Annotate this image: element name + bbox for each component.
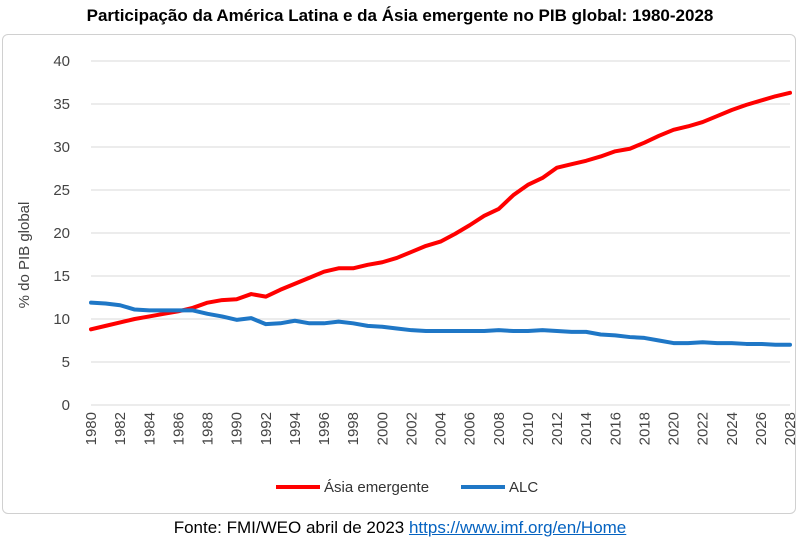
x-tick-label: 1980 [83, 412, 100, 445]
y-tick-label: 15 [53, 268, 70, 285]
legend: Ásia emergente ALC [276, 479, 538, 496]
chart-title: Participação da América Latina e da Ásia… [86, 6, 714, 25]
y-tick-label: 25 [53, 182, 70, 199]
source-note: Fonte: FMI/WEO abril de 2023 https://www… [0, 518, 800, 538]
x-tick-label: 2004 [433, 412, 450, 445]
x-tick-label: 2006 [462, 412, 479, 445]
x-tick-label: 2018 [636, 412, 653, 445]
y-tick-label: 35 [53, 96, 70, 113]
y-tick-label: 30 [53, 139, 70, 156]
series-line-0 [89, 90, 792, 332]
x-tick-label: 2020 [666, 412, 683, 445]
y-tick-label: 20 [53, 225, 70, 242]
x-tick-label: 2012 [549, 412, 566, 445]
y-tick-label: 5 [62, 354, 70, 371]
gridlines [91, 60, 790, 406]
x-tick-label: 2008 [491, 412, 508, 445]
legend-label: ALC [509, 479, 538, 496]
x-tick-label: 2022 [695, 412, 712, 445]
x-axis-ticks: 1980 1982 1984 1986 1988 1990 1992 1994 1996 1998… [83, 412, 799, 445]
y-axis-ticks: 0 5 10 15 20 25 30 35 40 [53, 53, 70, 414]
x-tick-label: 2014 [578, 412, 595, 445]
x-tick-label: 1994 [287, 412, 304, 445]
x-tick-label: 2000 [374, 412, 391, 445]
x-tick-label: 2028 [782, 412, 799, 445]
x-tick-label: 2010 [520, 412, 537, 445]
x-tick-label: 1986 [170, 412, 187, 445]
x-tick-label: 1998 [345, 412, 362, 445]
x-tick-label: 1984 [141, 412, 158, 445]
series-lines [89, 90, 792, 347]
series-line-1 [89, 300, 792, 347]
x-tick-label: 1988 [200, 412, 217, 445]
x-tick-label: 2002 [403, 412, 420, 445]
y-axis-label: % do PIB global [16, 202, 33, 309]
x-tick-label: 1996 [316, 412, 333, 445]
source-text: Fonte: FMI/WEO abril de 2023 [173, 518, 409, 537]
x-tick-label: 2016 [607, 412, 624, 445]
x-tick-label: 1982 [112, 412, 129, 445]
chart-frame [2, 34, 796, 514]
x-tick-label: 2026 [753, 412, 770, 445]
x-tick-label: 1990 [229, 412, 246, 445]
y-tick-label: 40 [53, 53, 70, 70]
y-tick-label: 10 [53, 311, 70, 328]
y-tick-label: 0 [62, 397, 70, 414]
x-tick-label: 1992 [258, 412, 275, 445]
legend-label: Ásia emergente [324, 479, 429, 496]
x-tick-label: 2024 [724, 412, 741, 445]
source-link[interactable]: https://www.imf.org/en/Home [408, 518, 627, 537]
